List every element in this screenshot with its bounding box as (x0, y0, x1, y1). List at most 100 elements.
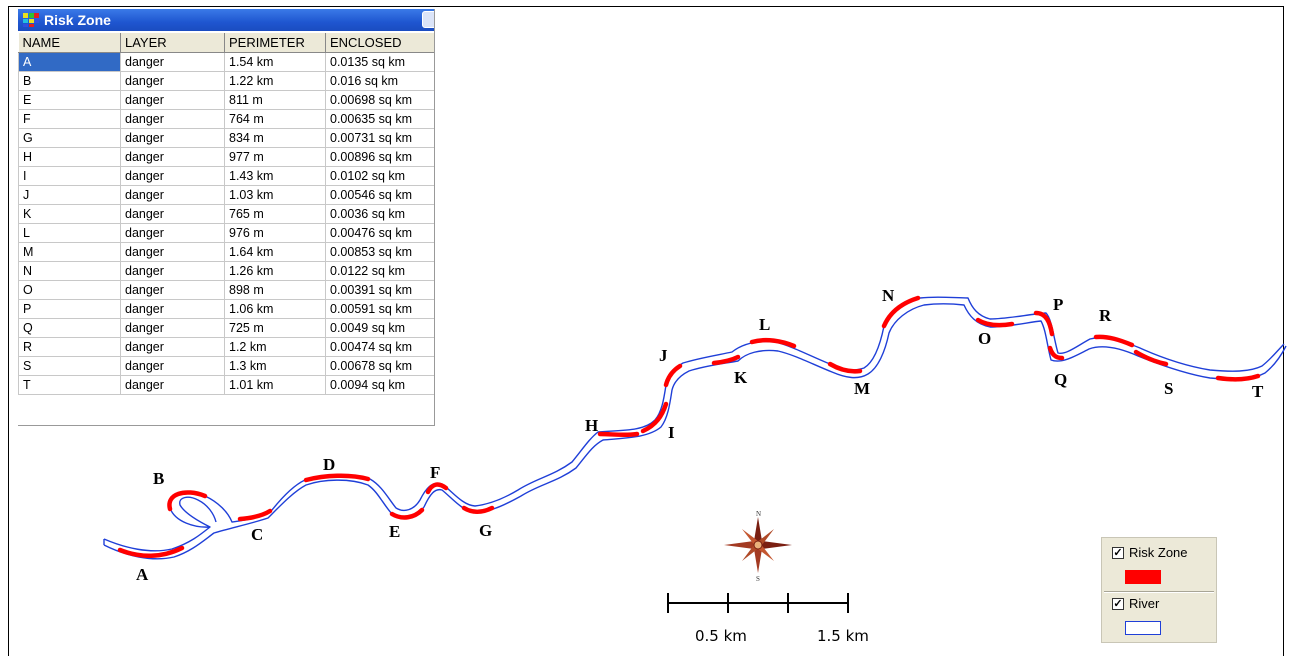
compass-south-label: S (756, 575, 760, 583)
cell-enclosed: 0.00474 sq km (325, 337, 434, 357)
risk-zone-J[interactable] (663, 363, 683, 388)
cell-layer: danger (120, 356, 225, 376)
cell-name: F (18, 109, 121, 129)
cell-name: T (18, 375, 121, 395)
risk-zone-A[interactable] (117, 545, 185, 558)
cell-layer: danger (120, 185, 225, 205)
scale-label-0-5km: 0.5 km (695, 627, 747, 645)
river-swatch (1125, 621, 1161, 635)
cell-perimeter: 1.54 km (224, 52, 326, 72)
cell-name: N (18, 261, 121, 281)
column-header-name[interactable]: NAME (18, 33, 121, 53)
zone-label-k: K (734, 368, 748, 387)
cell-name: O (18, 280, 121, 300)
risk-zone-S[interactable] (1133, 349, 1169, 367)
scale-bar (667, 593, 849, 613)
river-loop-inner (179, 496, 217, 528)
zone-labels: A B C D E F G H I J K L M N O P Q R S T (136, 286, 1264, 584)
risk-zone-I[interactable] (640, 401, 669, 434)
risk-zone-F[interactable] (425, 482, 449, 495)
column-header-enclosed[interactable]: ENCLOSED (325, 33, 434, 53)
cell-name: B (18, 71, 121, 91)
cell-perimeter: 977 m (224, 147, 326, 167)
cell-enclosed: 0.0094 sq km (325, 375, 434, 395)
risk-zone-E[interactable] (389, 507, 425, 520)
zone-label-i: I (668, 423, 675, 442)
cell-layer: danger (120, 280, 225, 300)
risk-zone-O[interactable] (975, 317, 1015, 328)
cell-layer: danger (120, 109, 225, 129)
column-header-perimeter[interactable]: PERIMETER (224, 33, 326, 53)
cell-layer: danger (120, 147, 225, 167)
risk-zone-L[interactable] (749, 337, 797, 349)
cell-name: P (18, 299, 121, 319)
risk-zone-Q[interactable] (1047, 345, 1065, 361)
map-legend: ✓ Risk Zone ✓ River (1101, 537, 1217, 643)
risk-zone-checkbox[interactable]: ✓ (1112, 547, 1124, 559)
zone-label-s: S (1164, 379, 1173, 398)
zone-label-d: D (323, 455, 335, 474)
risk-zone-N[interactable] (881, 295, 921, 329)
risk-zone-layer (117, 295, 1261, 558)
cell-perimeter: 1.22 km (224, 71, 326, 91)
compass-north-label: N (756, 510, 761, 518)
risk-zone-G[interactable] (461, 505, 495, 514)
risk-zone-K[interactable] (711, 354, 741, 366)
zone-label-b: B (153, 469, 164, 488)
window-title-bar[interactable]: Risk Zone (18, 9, 434, 31)
cell-perimeter: 725 m (224, 318, 326, 338)
cell-perimeter: 1.06 km (224, 299, 326, 319)
maximize-button[interactable] (422, 11, 434, 28)
risk-zone-P[interactable] (1033, 310, 1055, 337)
cell-perimeter: 765 m (224, 204, 326, 224)
cell-layer: danger (120, 166, 225, 186)
cell-layer: danger (120, 204, 225, 224)
cell-enclosed: 0.00635 sq km (325, 109, 434, 129)
cell-perimeter: 764 m (224, 109, 326, 129)
risk-zone-H[interactable] (597, 431, 640, 438)
risk-zone-M[interactable] (827, 361, 863, 374)
river-checkbox[interactable]: ✓ (1112, 598, 1124, 610)
cell-enclosed: 0.00698 sq km (325, 90, 434, 110)
cell-enclosed: 0.0102 sq km (325, 166, 434, 186)
risk-zone-D[interactable] (303, 473, 371, 483)
cell-name: R (18, 337, 121, 357)
cell-enclosed: 0.00476 sq km (325, 223, 434, 243)
risk-zone-C[interactable] (237, 508, 273, 522)
cell-enclosed: 0.00678 sq km (325, 356, 434, 376)
risk-zone-B[interactable] (167, 490, 208, 512)
river-bank-south (103, 303, 1287, 560)
risk-zone-T[interactable] (1215, 373, 1261, 382)
cell-layer: danger (120, 242, 225, 262)
cell-perimeter: 1.26 km (224, 261, 326, 281)
zone-label-m: M (854, 379, 870, 398)
risk-zone-R[interactable] (1093, 334, 1135, 348)
cell-enclosed: 0.0036 sq km (325, 204, 434, 224)
cell-enclosed: 0.00896 sq km (325, 147, 434, 167)
zone-label-a: A (136, 565, 149, 584)
column-header-layer[interactable]: LAYER (120, 33, 225, 53)
cell-name: I (18, 166, 121, 186)
compass-rose-icon: N S (724, 510, 792, 583)
